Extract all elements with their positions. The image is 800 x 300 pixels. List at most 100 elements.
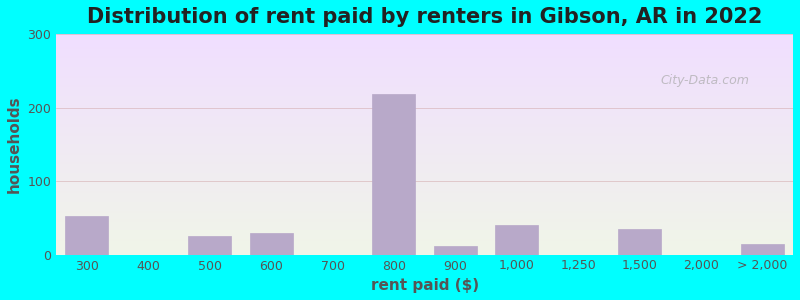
Bar [56, 102, 793, 105]
Bar [56, 224, 793, 226]
Bar [56, 116, 793, 118]
Bar [56, 226, 793, 228]
Bar [56, 96, 793, 98]
Bar [56, 45, 793, 47]
Bar [56, 188, 793, 191]
Bar [56, 129, 793, 131]
Bar [56, 142, 793, 144]
Bar [373, 94, 415, 255]
Bar [56, 217, 793, 219]
Bar [56, 206, 793, 208]
Bar [741, 244, 784, 255]
Bar [56, 63, 793, 65]
Bar [56, 89, 793, 92]
Bar [56, 191, 793, 193]
Bar [56, 164, 793, 167]
Bar [56, 219, 793, 222]
Bar [56, 144, 793, 147]
Bar [56, 107, 793, 109]
Bar [56, 173, 793, 175]
Bar [56, 237, 793, 239]
Bar [56, 235, 793, 237]
Bar [56, 252, 793, 255]
Bar [56, 92, 793, 94]
Bar [495, 225, 538, 255]
Bar [56, 153, 793, 155]
Bar [56, 239, 793, 242]
Bar [56, 180, 793, 182]
Bar [56, 228, 793, 230]
Text: City-Data.com: City-Data.com [661, 74, 750, 87]
Bar [56, 61, 793, 63]
Y-axis label: households: households [7, 95, 22, 193]
Bar [188, 236, 231, 255]
Bar [56, 58, 793, 61]
Bar [56, 211, 793, 213]
X-axis label: rent paid ($): rent paid ($) [370, 278, 478, 293]
Bar [56, 184, 793, 186]
Bar [56, 195, 793, 197]
Bar [56, 72, 793, 74]
Bar [250, 232, 293, 255]
Title: Distribution of rent paid by renters in Gibson, AR in 2022: Distribution of rent paid by renters in … [87, 7, 762, 27]
Bar [56, 133, 793, 136]
Bar [56, 52, 793, 54]
Bar [56, 186, 793, 188]
Bar [56, 213, 793, 215]
Bar [56, 197, 793, 200]
Bar [56, 202, 793, 204]
Bar [56, 43, 793, 45]
Bar [56, 34, 793, 36]
Bar [56, 250, 793, 252]
Bar [56, 100, 793, 102]
Bar [56, 151, 793, 153]
Bar [56, 158, 793, 160]
Bar [56, 193, 793, 195]
Bar [56, 54, 793, 56]
Bar [56, 122, 793, 124]
Bar [56, 204, 793, 206]
Bar [56, 98, 793, 100]
Bar [56, 38, 793, 41]
Bar [56, 87, 793, 89]
Bar [56, 177, 793, 180]
Bar [56, 47, 793, 50]
Bar [56, 78, 793, 80]
Bar [56, 69, 793, 72]
Bar [56, 111, 793, 113]
Bar [56, 162, 793, 164]
Bar [56, 67, 793, 69]
Bar [56, 85, 793, 87]
Bar [56, 147, 793, 149]
Bar [56, 56, 793, 58]
Bar [56, 138, 793, 140]
Bar [56, 80, 793, 83]
Bar [56, 41, 793, 43]
Bar [56, 74, 793, 76]
Bar [56, 136, 793, 138]
Bar [56, 248, 793, 250]
Bar [56, 246, 793, 248]
Bar [56, 175, 793, 177]
Bar [56, 169, 793, 171]
Bar [56, 167, 793, 169]
Bar [56, 50, 793, 52]
Bar [56, 82, 793, 85]
Bar [56, 140, 793, 142]
Bar [56, 127, 793, 129]
Bar [56, 160, 793, 162]
Bar [56, 149, 793, 151]
Bar [434, 246, 477, 255]
Bar [56, 208, 793, 211]
Bar [56, 182, 793, 184]
Bar [56, 118, 793, 120]
Bar [56, 222, 793, 224]
Bar [56, 230, 793, 232]
Bar [56, 131, 793, 133]
Bar [56, 120, 793, 122]
Bar [56, 124, 793, 127]
Bar [56, 215, 793, 217]
Bar [56, 171, 793, 173]
Bar [618, 229, 661, 255]
Bar [56, 113, 793, 116]
